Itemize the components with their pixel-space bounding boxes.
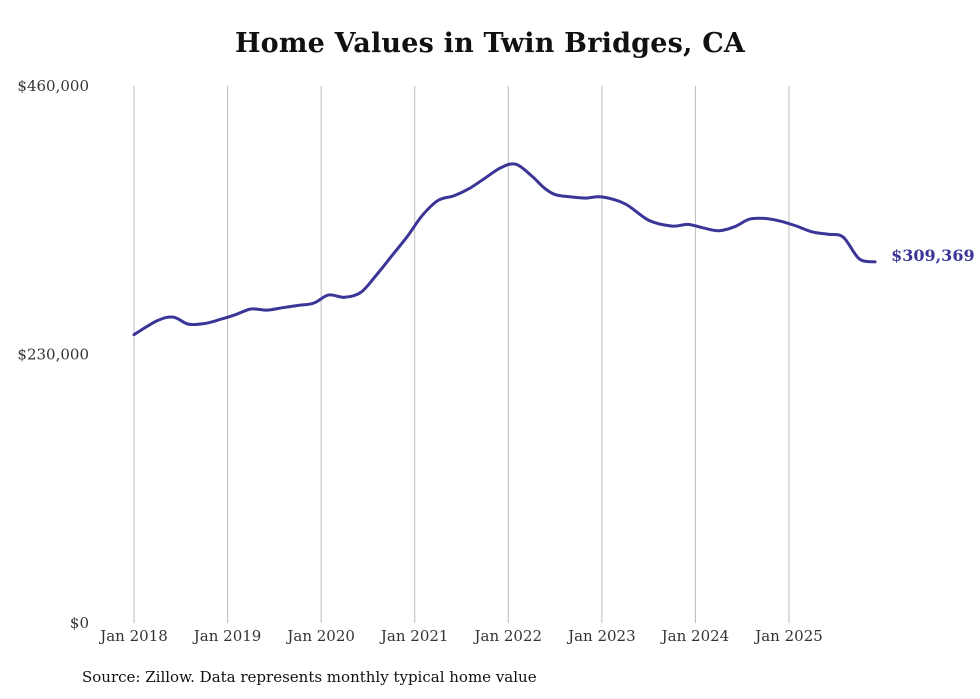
x-tick-label: Jan 2025: [753, 627, 823, 645]
x-tick-label: Jan 2020: [285, 627, 355, 645]
x-tick-label: Jan 2019: [192, 627, 262, 645]
x-tick-label: Jan 2023: [566, 627, 636, 645]
y-tick-label: $0: [70, 614, 89, 632]
grid-layer: [133, 86, 790, 623]
chart-title: Home Values in Twin Bridges, CA: [234, 28, 746, 59]
series-layer: [132, 162, 877, 337]
end-label-layer: $309,369: [891, 246, 975, 265]
y-tick-label: $460,000: [17, 77, 89, 95]
x-axis-labels: Jan 2018 Jan 2019 Jan 2020 Jan 2021 Jan 2022…: [98, 627, 823, 645]
x-tick-label: Jan 2018: [98, 627, 168, 645]
x-tick-label: Jan 2021: [379, 627, 449, 645]
end-value-label: $309,369: [891, 246, 975, 265]
source-note: Source: Zillow. Data represents monthly …: [82, 668, 537, 686]
series-line: [132, 162, 877, 337]
y-tick-label: $230,000: [17, 346, 89, 364]
y-axis-labels: $0 $230,000 $460,000: [17, 77, 89, 632]
x-tick-label: Jan 2024: [660, 627, 730, 645]
x-tick-label: Jan 2022: [473, 627, 543, 645]
